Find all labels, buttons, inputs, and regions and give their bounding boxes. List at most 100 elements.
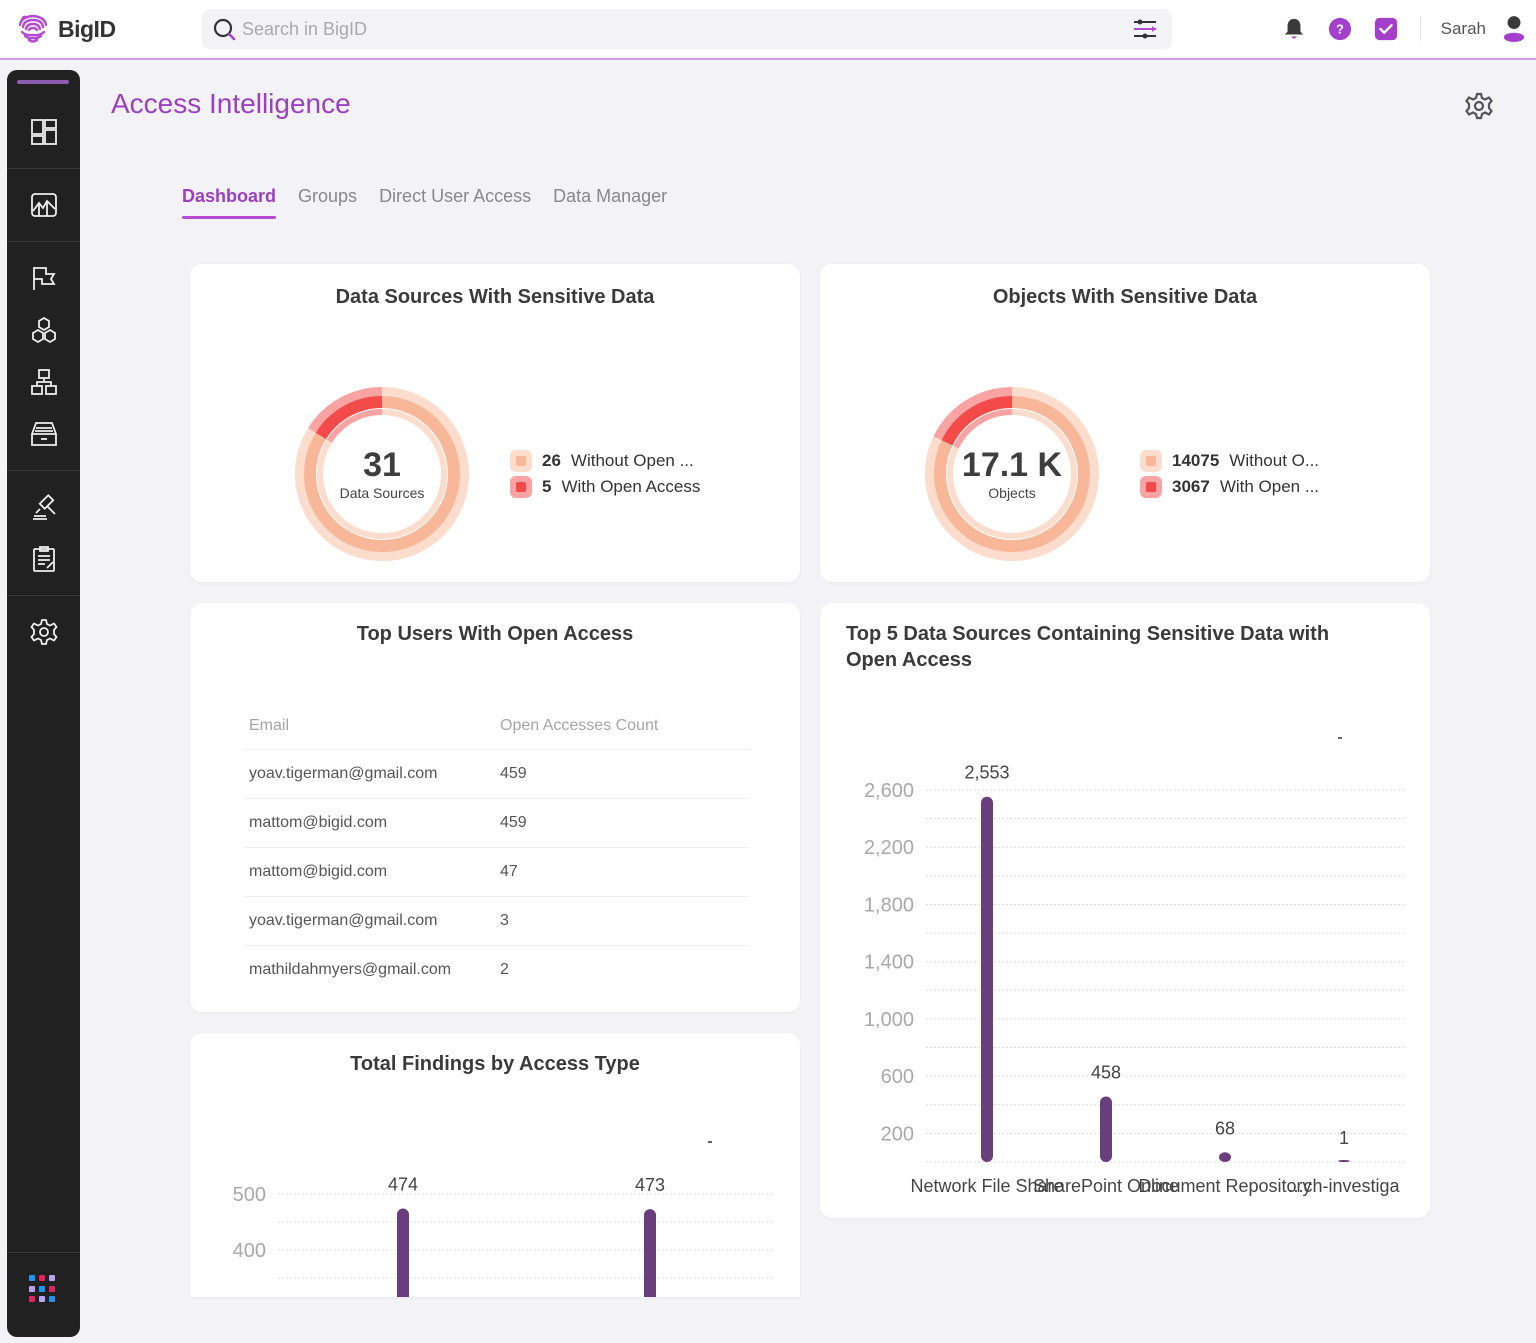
donut-slice-with-open-access[interactable] (933, 387, 1013, 449)
sidebar-item-hexagons[interactable] (7, 308, 80, 352)
sidebar-divider (7, 168, 80, 169)
donut-total-label: Data Sources (339, 485, 425, 501)
x-tick-label: ...ch-investiga (1288, 1176, 1400, 1196)
apps-grid-dot (49, 1296, 55, 1303)
legend-value: 14075 (1172, 451, 1220, 470)
cell-email: mattom@bigid.com (244, 798, 495, 848)
column-header-email[interactable]: Email (244, 703, 495, 750)
y-tick-label: 1,000 (864, 1009, 914, 1031)
bar[interactable] (1100, 1096, 1112, 1162)
sidebar-item-inbox[interactable] (7, 412, 80, 456)
apps-grid-dot (29, 1275, 35, 1281)
apps-grid-icon[interactable] (29, 1275, 57, 1303)
gavel-icon (32, 494, 56, 520)
user-avatar-icon[interactable] (1502, 16, 1526, 42)
divider (1419, 17, 1421, 41)
y-tick-label: 500 (233, 1184, 266, 1206)
donut-slice-without-open-access[interactable] (295, 387, 469, 561)
y-tick-label: 2,600 (864, 780, 914, 802)
donut-chart (925, 387, 1099, 561)
notifications-bell-icon[interactable] (1282, 17, 1306, 41)
hexagons-icon (31, 316, 56, 344)
objects-card: Objects With Sensitive Data 17.1 K Objec… (820, 264, 1430, 582)
legend-item-without-open-access[interactable]: 26 Without Open ... (510, 448, 700, 474)
tab-data-manager[interactable]: Data Manager (553, 186, 668, 206)
bar-data-label: 474 (388, 1175, 418, 1195)
legend-swatch (510, 476, 532, 498)
top-right-actions: ? Sarah (1282, 0, 1536, 58)
donut-total-value: 17.1 K (961, 446, 1063, 484)
search-input[interactable] (242, 9, 1122, 49)
top5-data-sources-card: Top 5 Data Sources Containing Sensitive … (820, 603, 1430, 1218)
card-title: Data Sources With Sensitive Data (335, 286, 655, 308)
bar[interactable] (644, 1209, 656, 1297)
total-findings-card: Total Findings by Access Type 400 500 474 4… (190, 1033, 800, 1297)
filter-sliders-icon[interactable] (1132, 18, 1158, 40)
legend-label: With Open Access (561, 477, 701, 496)
hierarchy-icon (30, 369, 57, 395)
y-tick-label: 600 (881, 1066, 914, 1088)
donut-total-value: 31 (363, 446, 401, 484)
card-title: Total Findings by Access Type (350, 1053, 640, 1075)
table-row[interactable]: yoav.tigerman@gmail.com 459 (244, 749, 749, 799)
flag-icon (32, 267, 56, 290)
page-settings-icon[interactable] (1465, 92, 1493, 125)
sidebar-item-reports[interactable] (7, 537, 80, 581)
sidebar-item-dashboard[interactable] (7, 110, 80, 154)
clipboard-icon (32, 546, 55, 572)
legend-swatch (1140, 476, 1162, 498)
legend-value: 5 (542, 477, 552, 496)
data-sources-donut[interactable]: 31 Data Sources (292, 384, 472, 564)
tab-bar: Dashboard Groups Direct User Access Data… (182, 186, 667, 219)
legend-item-with-open-access[interactable]: 3067 With Open ... (1140, 474, 1319, 500)
legend-item-with-open-access[interactable]: 5 With Open Access (510, 474, 700, 500)
card-title: Top 5 Data Sources Containing Sensitive … (846, 623, 1330, 671)
apps-grid-dot (29, 1296, 35, 1303)
table-row[interactable]: yoav.tigerman@gmail.com 3 (244, 896, 749, 946)
user-name[interactable]: Sarah (1440, 19, 1486, 38)
page-title: Access Intelligence (111, 88, 351, 119)
cell-count: 47 (495, 847, 749, 897)
x-tick-label: SharePoint Online (1033, 1176, 1179, 1196)
objects-donut[interactable]: 17.1 K Objects (922, 384, 1102, 564)
search-icon (213, 18, 236, 41)
sidebar-item-flags[interactable] (7, 256, 80, 300)
bar[interactable] (981, 796, 993, 1162)
y-tick-label: 2,200 (864, 837, 914, 859)
donut-slice-without-open-access[interactable] (925, 387, 1099, 561)
legend-item-without-open-access[interactable]: 14075 Without O... (1140, 448, 1319, 474)
bar-data-label: 2,553 (964, 763, 1009, 783)
cell-count: 459 (495, 749, 749, 799)
help-icon[interactable]: ? (1328, 17, 1352, 41)
sidebar-item-analytics[interactable] (7, 183, 80, 227)
top5-bar-chart: 200 600 1,000 1,400 1,800 2,200 2,600 2,553 Netw… (864, 737, 1405, 1196)
tab-groups[interactable]: Groups (298, 186, 358, 206)
column-header-count[interactable]: Open Accesses Count (495, 703, 749, 750)
bar-data-label: 1 (1339, 1128, 1349, 1148)
donut-slice-with-open-access[interactable] (308, 387, 383, 443)
app-name: BigID (58, 15, 116, 42)
sidebar-item-settings[interactable] (7, 610, 80, 654)
bar[interactable] (1219, 1152, 1231, 1162)
cell-email: mathildahmyers@gmail.com (249, 960, 452, 978)
table-row[interactable]: mathildahmyers@gmail.com 2 (244, 945, 749, 994)
legend-swatch (510, 450, 532, 472)
apps-grid-dot (39, 1285, 45, 1292)
sidebar-item-policies[interactable] (7, 485, 80, 529)
cell-count: 459 (495, 798, 749, 848)
donut-center: 31 Data Sources (292, 384, 472, 564)
bar[interactable] (1338, 1160, 1350, 1162)
y-tick-label: 1,400 (864, 952, 914, 974)
x-tick-label: Network File Share (910, 1176, 1063, 1196)
table-row[interactable]: mattom@bigid.com 459 (244, 798, 749, 848)
logo[interactable]: BigID (16, 12, 116, 46)
cell-email: yoav.tigerman@gmail.com (244, 896, 495, 946)
table-row[interactable]: mattom@bigid.com 47 (244, 847, 749, 897)
tasks-check-icon[interactable] (1374, 17, 1398, 41)
sidebar-item-hierarchy[interactable] (7, 360, 80, 404)
tab-direct-user-access[interactable]: Direct User Access (379, 186, 532, 206)
bar[interactable] (397, 1208, 409, 1297)
donut-center: 17.1 K Objects (922, 384, 1102, 564)
apps-grid-dot (49, 1275, 55, 1281)
tab-dashboard[interactable]: Dashboard (182, 186, 277, 219)
